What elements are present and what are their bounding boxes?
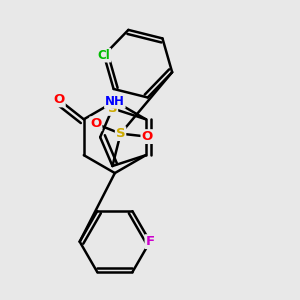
Text: O: O	[90, 117, 101, 130]
Text: O: O	[54, 94, 65, 106]
Text: O: O	[141, 130, 153, 143]
Text: F: F	[146, 235, 154, 248]
Text: S: S	[108, 102, 117, 115]
Text: Cl: Cl	[98, 49, 110, 62]
Text: NH: NH	[105, 95, 125, 108]
Text: S: S	[116, 127, 125, 140]
